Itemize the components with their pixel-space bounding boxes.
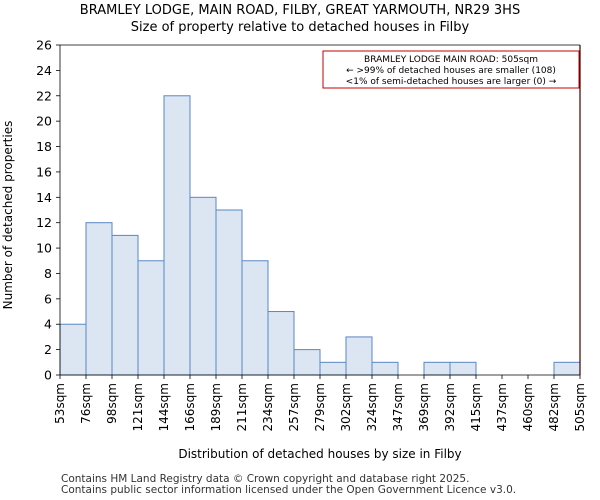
x-ticks: 53sqm 76sqm 98sqm 121sqm 144sqm 166sqm 189sqm 2… — [53, 375, 587, 431]
x-tick-label: 324sqm — [365, 383, 379, 431]
x-tick-label: 189sqm — [209, 383, 223, 431]
histogram-bar — [163, 95, 191, 376]
histogram-bar — [85, 222, 113, 376]
annotation-frame — [322, 50, 580, 89]
annotation-line-2: ← >99% of detached houses are smaller (1… — [346, 66, 556, 76]
y-tick-label: 4 — [44, 317, 52, 332]
y-tick-label: 12 — [36, 215, 52, 230]
x-tick-label: 482sqm — [547, 383, 561, 431]
y-tick-label: 22 — [36, 88, 52, 103]
histogram-bar — [293, 349, 321, 376]
histogram-bar — [423, 361, 451, 376]
x-tick-label: 76sqm — [79, 383, 93, 424]
y-tick-label: 16 — [36, 164, 52, 179]
histogram-bar — [137, 260, 165, 376]
x-tick-label: 302sqm — [339, 383, 353, 431]
y-tick-label: 6 — [44, 291, 52, 306]
y-tick-label: 20 — [36, 114, 52, 129]
y-axis-label: Number of detached properties — [1, 121, 15, 310]
footer-line-2: Contains public sector information licen… — [61, 484, 517, 496]
x-tick-label: 166sqm — [183, 383, 197, 431]
bars-layer — [59, 95, 581, 376]
x-tick-label: 347sqm — [391, 383, 405, 431]
y-tick-label: 2 — [44, 342, 52, 357]
histogram-bar — [215, 209, 243, 376]
y-tick-label: 18 — [36, 139, 52, 154]
chart-title: BRAMLEY LODGE, MAIN ROAD, FILBY, GREAT Y… — [79, 3, 521, 18]
x-tick-label: 505sqm — [573, 383, 587, 431]
histogram-bar — [345, 336, 373, 376]
annotation-line-3: <1% of semi-detached houses are larger (… — [346, 77, 557, 87]
x-tick-label: 415sqm — [469, 383, 483, 431]
x-tick-label: 279sqm — [313, 383, 327, 431]
x-tick-label: 211sqm — [235, 383, 249, 431]
x-tick-label: 98sqm — [105, 383, 119, 424]
x-tick-label: 460sqm — [521, 383, 535, 431]
x-tick-label: 121sqm — [131, 383, 145, 431]
chart-subtitle: Size of property relative to detached ho… — [130, 20, 470, 35]
histogram-bar — [267, 311, 295, 376]
histogram-bar — [111, 234, 139, 376]
histogram-bar — [241, 260, 269, 376]
x-tick-label: 234sqm — [261, 383, 275, 431]
histogram-bar — [189, 196, 217, 376]
x-tick-label: 144sqm — [157, 383, 171, 431]
y-tick-label: 8 — [44, 266, 52, 281]
x-tick-label: 392sqm — [443, 383, 457, 431]
y-tick-label: 14 — [36, 190, 52, 205]
histogram-bar — [371, 361, 399, 376]
histogram-bar — [553, 361, 581, 376]
y-tick-label: 24 — [36, 63, 52, 78]
annotation-line-1: BRAMLEY LODGE MAIN ROAD: 505sqm — [364, 55, 538, 65]
footer-line-1: Contains HM Land Registry data © Crown c… — [61, 473, 470, 485]
y-tick-label: 0 — [44, 368, 52, 383]
histogram-bar — [59, 323, 87, 376]
histogram-bar — [449, 361, 477, 376]
y-tick-label: 26 — [36, 38, 52, 53]
histogram-bar — [319, 361, 347, 376]
x-tick-label: 257sqm — [287, 383, 301, 431]
x-tick-label: 53sqm — [53, 383, 67, 424]
annotation-box: BRAMLEY LODGE MAIN ROAD: 505sqm ← >99% o… — [322, 50, 580, 89]
y-tick-label: 10 — [36, 241, 52, 256]
x-tick-label: 369sqm — [417, 383, 431, 431]
x-tick-label: 437sqm — [495, 383, 509, 431]
x-axis-label: Distribution of detached houses by size … — [178, 447, 461, 461]
